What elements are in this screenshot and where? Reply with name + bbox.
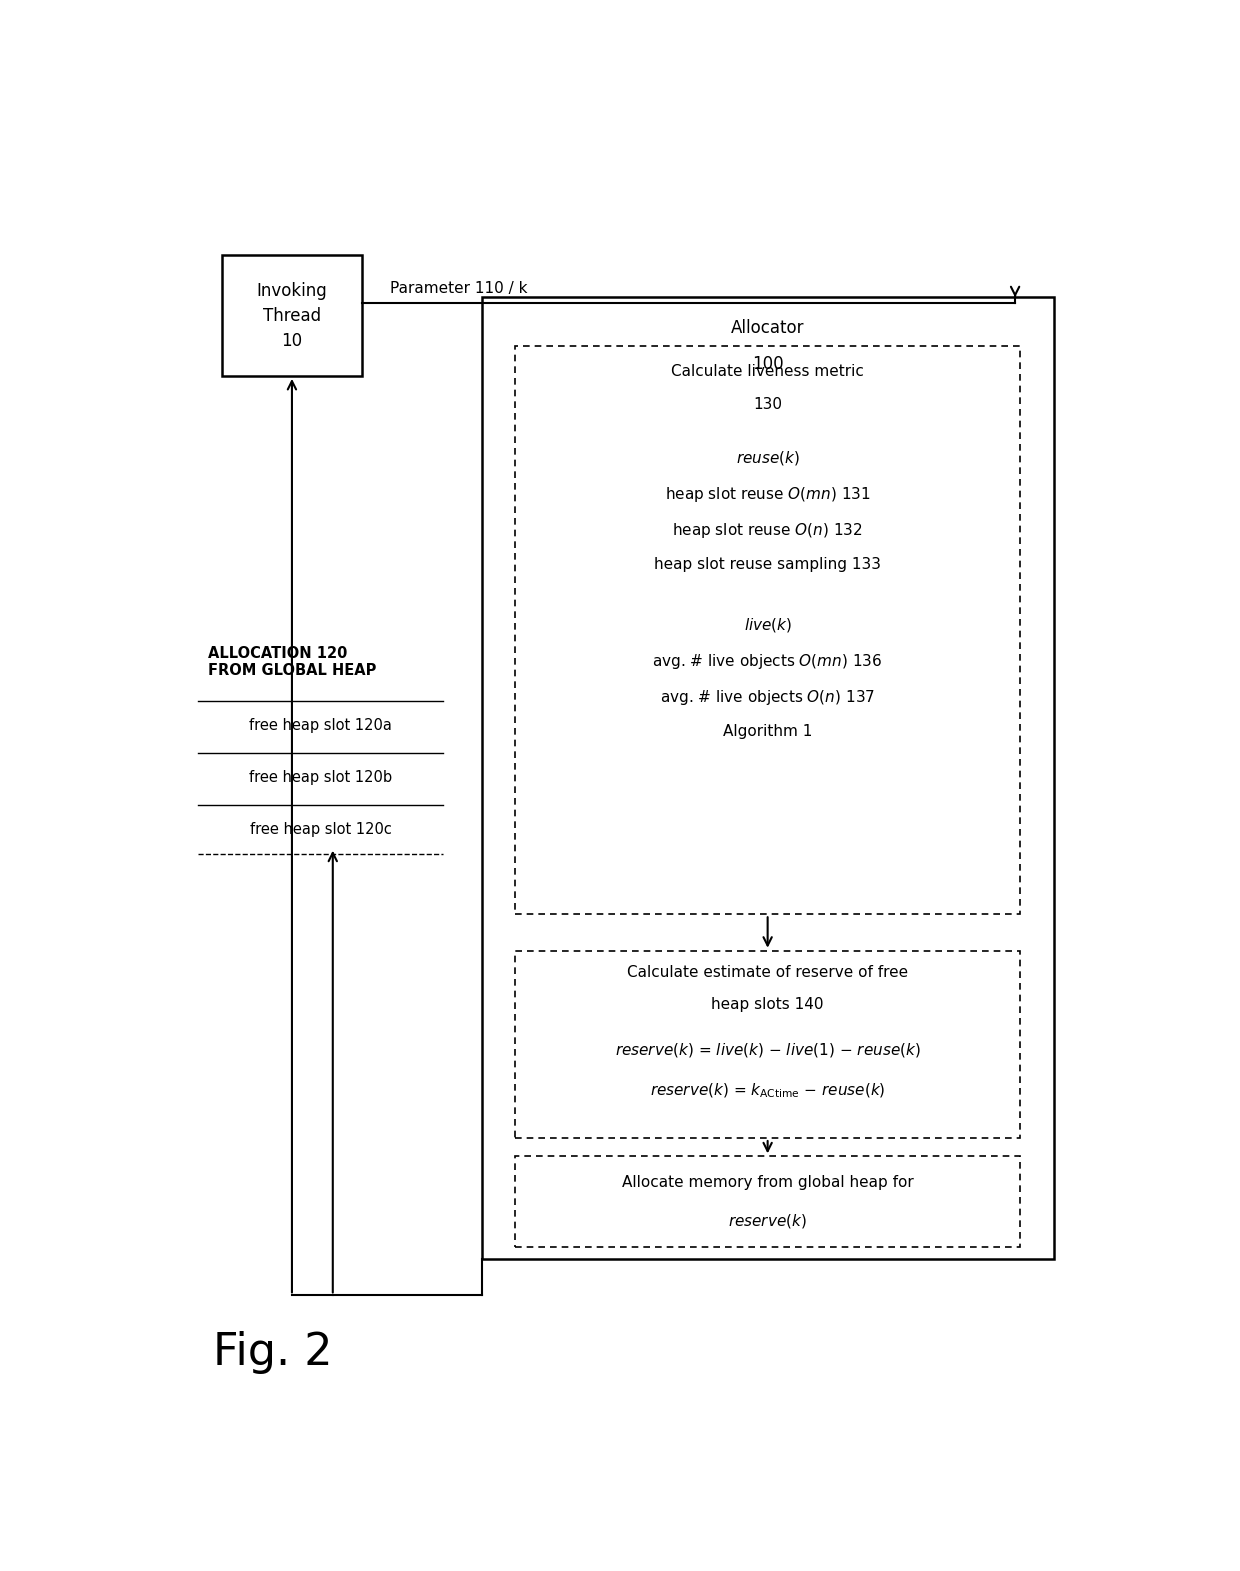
Text: heap slot reuse $O(n)$ 132: heap slot reuse $O(n)$ 132 <box>672 522 863 540</box>
Bar <box>516 950 1021 1137</box>
Text: Allocator: Allocator <box>730 319 805 338</box>
Text: avg. # live objects $O(mn)$ 136: avg. # live objects $O(mn)$ 136 <box>652 652 883 671</box>
Bar <box>516 346 1021 914</box>
Text: $\it{reuse(k)}$: $\it{reuse(k)}$ <box>735 449 800 467</box>
Text: heap slot reuse $O(mn)$ 131: heap slot reuse $O(mn)$ 131 <box>665 485 870 504</box>
Text: ALLOCATION 120
FROM GLOBAL HEAP: ALLOCATION 120 FROM GLOBAL HEAP <box>208 646 376 679</box>
Text: free heap slot 120c: free heap slot 120c <box>249 822 392 837</box>
Text: heap slot reuse sampling 133: heap slot reuse sampling 133 <box>655 558 882 572</box>
Bar <box>222 255 362 375</box>
Text: Parameter 110 / k: Parameter 110 / k <box>391 281 528 297</box>
Text: free heap slot 120a: free heap slot 120a <box>249 718 392 734</box>
Bar <box>481 297 1054 1258</box>
Text: heap slots 140: heap slots 140 <box>712 996 823 1012</box>
Bar <box>516 1156 1021 1247</box>
Text: free heap slot 120b: free heap slot 120b <box>249 770 392 786</box>
Text: Fig. 2: Fig. 2 <box>213 1331 332 1373</box>
Text: Allocate memory from global heap for: Allocate memory from global heap for <box>621 1175 914 1189</box>
Text: Calculate estimate of reserve of free: Calculate estimate of reserve of free <box>627 965 908 980</box>
Text: Calculate liveness metric: Calculate liveness metric <box>671 364 864 379</box>
Text: avg. # live objects $O(n)$ 137: avg. # live objects $O(n)$ 137 <box>660 688 875 707</box>
Text: $\it{reserve(k)}$: $\it{reserve(k)}$ <box>728 1211 807 1230</box>
Text: Algorithm 1: Algorithm 1 <box>723 724 812 740</box>
Text: 130: 130 <box>753 396 782 412</box>
Text: $\it{reserve(k)}$ = $k_{\rm{ACtime}}$ $-$ $\it{reuse(k)}$: $\it{reserve(k)}$ = $k_{\rm{ACtime}}$ $-… <box>650 1081 885 1100</box>
Text: 100: 100 <box>751 355 784 374</box>
Text: $\it{live(k)}$: $\it{live(k)}$ <box>744 616 792 633</box>
Text: $\it{reserve(k)}$ = $\it{live(k)}$ $-$ $\it{live(1)}$ $-$ $\it{reuse(k)}$: $\it{reserve(k)}$ = $\it{live(k)}$ $-$ $… <box>615 1042 920 1059</box>
Text: Invoking
Thread
10: Invoking Thread 10 <box>257 281 327 349</box>
